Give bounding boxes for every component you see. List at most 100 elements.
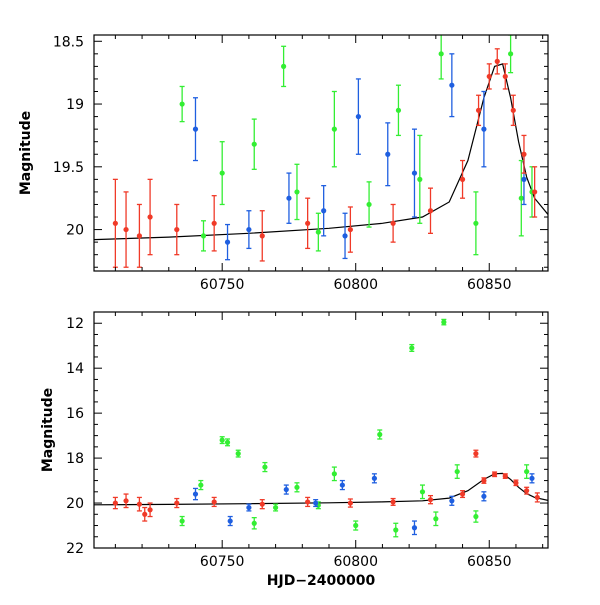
data-point [449,53,455,118]
point-marker [417,176,423,182]
data-point [393,522,399,538]
point-marker [179,101,185,107]
data-point [321,184,327,237]
data-point [305,197,311,250]
y-tick-label: 20 [66,496,84,512]
point-marker [224,439,231,445]
point-marker [136,233,142,239]
data-point [371,473,378,484]
point-marker [347,500,353,506]
point-marker [419,489,426,495]
point-marker [441,319,447,325]
data-point [331,466,337,482]
point-marker [449,82,455,88]
point-marker [411,525,418,531]
point-marker [342,233,348,239]
point-marker [262,464,268,470]
data-point [366,181,372,228]
point-marker [321,208,327,214]
point-marker [246,504,252,511]
point-marker [147,507,153,513]
point-marker [355,113,361,120]
point-marker [192,126,199,132]
data-point [192,97,199,162]
data-point [395,84,402,137]
data-point [385,122,391,187]
point-marker [112,500,118,506]
point-marker [449,498,455,504]
data-point [521,134,527,174]
point-marker [235,451,241,457]
data-point [315,212,321,252]
point-marker [529,475,535,481]
point-marker [508,51,514,57]
point-marker [294,484,300,490]
point-marker [475,107,482,113]
data-point [459,490,466,499]
data-point [486,63,492,90]
data-point [347,498,353,508]
point-marker [283,486,289,493]
data-point [192,487,199,501]
data-point [513,479,519,487]
data-point [347,206,353,253]
bottom-panel-plot-area [94,318,548,538]
data-point [427,494,434,505]
data-point [481,491,487,502]
point-marker [198,482,204,488]
point-marker [331,126,337,132]
point-marker [211,499,217,505]
series-1 [192,473,535,536]
point-marker [174,500,180,506]
point-marker [534,494,540,501]
point-marker [433,516,439,522]
data-point [491,471,498,478]
data-point [494,48,500,75]
point-marker [486,73,492,80]
data-point [529,473,535,484]
data-point [219,141,225,206]
data-point [454,464,460,479]
data-point [283,484,289,495]
data-point [179,515,185,527]
point-marker [347,226,353,233]
point-marker [524,468,530,475]
data-point [427,187,434,234]
y-tick-label: 18 [66,451,84,467]
point-marker [521,176,527,182]
point-marker [510,107,516,113]
point-marker [123,226,129,233]
data-point [112,496,118,510]
data-point [534,492,540,503]
model-curve [94,63,548,241]
point-marker [473,451,479,457]
data-point [481,90,487,168]
series-1 [192,53,527,261]
y-tick-label: 19 [66,97,84,113]
point-marker [427,208,434,214]
bottom-panel-xlabel: HJD−2400000 [267,573,376,589]
point-marker [385,151,391,157]
point-marker [502,473,508,479]
point-marker [532,189,538,195]
data-point [123,191,129,268]
point-marker [481,477,487,484]
data-point [198,479,204,491]
x-tick-label: 60800 [333,277,378,293]
bottom-panel-ylabel: Magnitude [40,388,56,472]
top-panel: 60750 60800 60850 18.5 19 19.5 20 Magnitude [18,34,549,293]
point-marker [246,226,252,233]
point-marker [147,214,153,220]
data-point [286,172,292,224]
data-point [211,195,217,252]
point-marker [174,226,180,233]
point-marker [211,220,217,226]
y-tick-label: 14 [66,361,84,377]
point-marker [331,471,337,477]
point-marker [377,431,383,438]
point-marker [491,471,498,477]
point-marker [524,488,530,494]
data-point [235,449,241,458]
data-point [518,159,524,237]
point-marker [371,475,378,481]
